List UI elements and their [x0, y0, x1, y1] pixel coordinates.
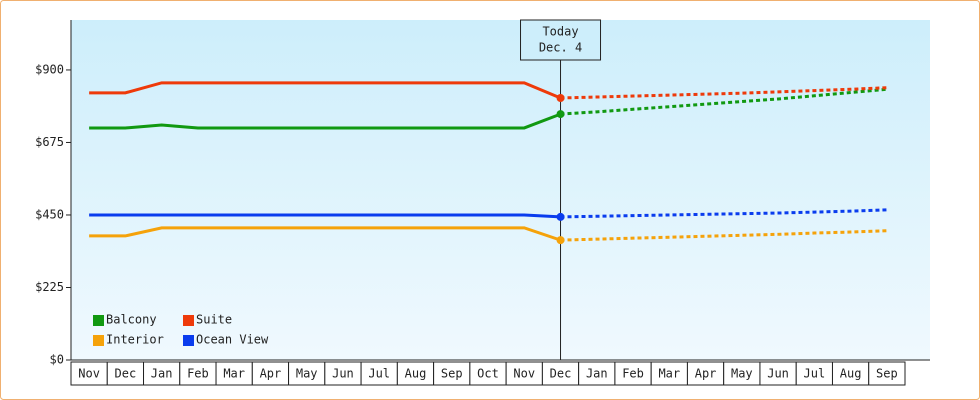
- x-tick-label: Dec: [550, 367, 572, 381]
- y-tick-label: $900: [35, 62, 64, 76]
- x-tick-label: Aug: [840, 367, 862, 381]
- legend-label: Ocean View: [196, 333, 269, 347]
- plot-area: [71, 20, 930, 360]
- x-tick-label: Sep: [441, 367, 463, 381]
- price-line: [89, 112, 562, 130]
- legend-label: Interior: [106, 333, 164, 347]
- today-label: Today: [542, 25, 578, 39]
- x-tick-label: Feb: [622, 367, 644, 381]
- price-line: [89, 213, 561, 219]
- x-tick-label: Aug: [405, 367, 427, 381]
- today-point: [556, 110, 565, 119]
- y-tick-label: $0: [50, 353, 64, 367]
- price-line: [89, 226, 562, 242]
- legend-swatch: [93, 315, 104, 326]
- x-tick-label: Feb: [187, 367, 209, 381]
- legend-swatch: [183, 335, 194, 346]
- x-tick-box: [868, 361, 906, 386]
- price-line: [89, 81, 562, 100]
- legend-swatch: [93, 335, 104, 346]
- x-tick-label: May: [296, 367, 318, 381]
- x-tick-label: Jan: [151, 367, 173, 381]
- x-tick-label: Jul: [368, 367, 390, 381]
- x-tick-label: Sep: [876, 367, 898, 381]
- y-tick-label: $225: [35, 280, 64, 294]
- x-tick-label: Jan: [586, 367, 608, 381]
- x-tick-label: Jun: [767, 367, 789, 381]
- x-tick-label: Nov: [513, 367, 535, 381]
- x-tick-label: May: [731, 367, 753, 381]
- legend-label: Suite: [196, 313, 232, 327]
- x-tick-label: Apr: [260, 367, 282, 381]
- x-tick-label: Mar: [658, 367, 680, 381]
- x-tick-label: Jul: [804, 367, 826, 381]
- forecast-line: [560, 86, 887, 100]
- today-box: [520, 19, 602, 61]
- y-tick-label: $450: [35, 207, 64, 221]
- forecast-line: [560, 208, 887, 219]
- today-point: [556, 212, 565, 221]
- x-tick-label: Oct: [477, 367, 499, 381]
- today-point: [556, 93, 565, 102]
- x-tick-label: Dec: [115, 367, 137, 381]
- y-tick-label: $675: [35, 135, 64, 149]
- x-tick-label: Apr: [695, 367, 717, 381]
- x-tick-label: Mar: [223, 367, 245, 381]
- today-label: Dec. 4: [539, 41, 582, 55]
- x-tick-label: Nov: [78, 367, 100, 381]
- forecast-line: [560, 229, 887, 242]
- forecast-line: [560, 87, 888, 116]
- today-point: [556, 236, 565, 245]
- x-tick-label: Jun: [332, 367, 354, 381]
- legend-label: Balcony: [106, 313, 157, 327]
- legend-swatch: [183, 315, 194, 326]
